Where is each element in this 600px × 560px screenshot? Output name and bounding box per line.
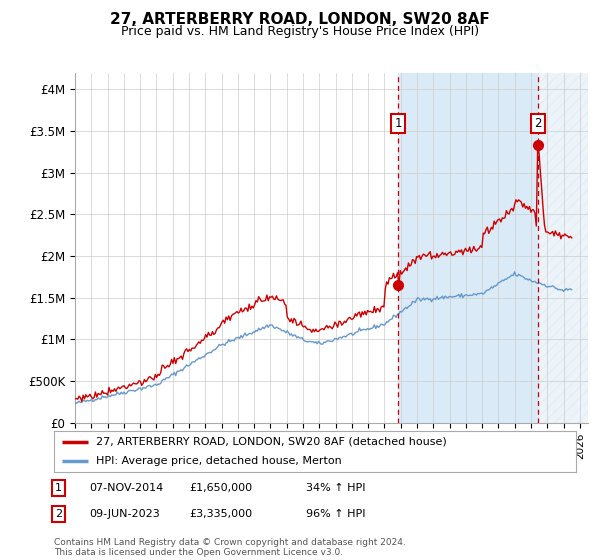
Bar xyxy=(398,73,538,423)
Text: £3,335,000: £3,335,000 xyxy=(189,509,252,519)
Text: 96% ↑ HPI: 96% ↑ HPI xyxy=(306,509,365,519)
Text: 27, ARTERBERRY ROAD, LONDON, SW20 8AF (detached house): 27, ARTERBERRY ROAD, LONDON, SW20 8AF (d… xyxy=(96,437,446,447)
Text: 1: 1 xyxy=(55,483,62,493)
Text: 34% ↑ HPI: 34% ↑ HPI xyxy=(306,483,365,493)
Text: 1: 1 xyxy=(395,117,402,130)
Text: 07-NOV-2014: 07-NOV-2014 xyxy=(89,483,163,493)
Text: Contains HM Land Registry data © Crown copyright and database right 2024.
This d: Contains HM Land Registry data © Crown c… xyxy=(54,538,406,557)
Text: 09-JUN-2023: 09-JUN-2023 xyxy=(89,509,160,519)
Text: 2: 2 xyxy=(535,117,542,130)
Text: HPI: Average price, detached house, Merton: HPI: Average price, detached house, Mert… xyxy=(96,456,341,466)
Bar xyxy=(538,73,588,423)
Text: 2: 2 xyxy=(55,509,62,519)
Text: Price paid vs. HM Land Registry's House Price Index (HPI): Price paid vs. HM Land Registry's House … xyxy=(121,25,479,38)
Text: 27, ARTERBERRY ROAD, LONDON, SW20 8AF: 27, ARTERBERRY ROAD, LONDON, SW20 8AF xyxy=(110,12,490,27)
Text: £1,650,000: £1,650,000 xyxy=(189,483,252,493)
